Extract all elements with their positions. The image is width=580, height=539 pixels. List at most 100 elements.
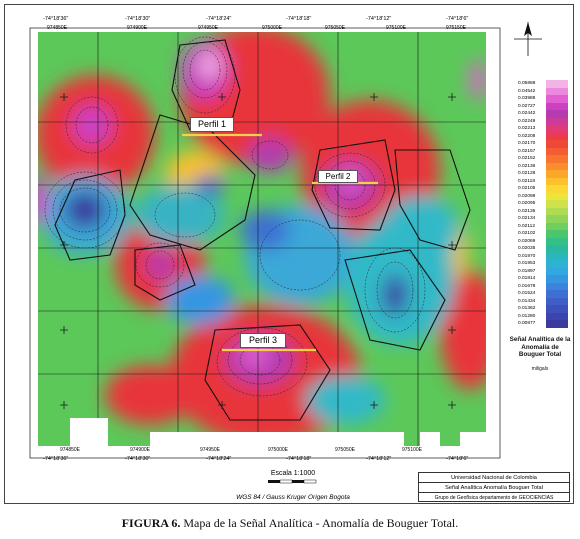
lon-label: -74°18'36" (43, 456, 69, 462)
legend-value: 0.02727 (518, 103, 536, 109)
institution-name: Universidad Nacional de Colombia (419, 473, 569, 483)
scale-label: Escala 1:1000 (270, 470, 316, 477)
map-title: Señal Analítica Anomalía Bouguer Total (419, 483, 569, 493)
easting-label: 974950E (200, 447, 221, 453)
legend-value: 0.01953 (518, 261, 536, 266)
legend-entry: 0.02157 (510, 147, 570, 155)
legend-swatch (546, 282, 568, 290)
legend-value: 0.04542 (518, 88, 536, 94)
anomaly-raster (38, 32, 486, 446)
legend-entry: 0.02249 (510, 117, 570, 125)
title-block: Universidad Nacional de Colombia Señal A… (418, 472, 570, 502)
legend-value: 0.02095 (518, 201, 536, 206)
legend-unit: miligals (531, 366, 549, 372)
legend-entry: 0.02102 (510, 230, 570, 238)
legend-value: 0.02134 (518, 216, 536, 221)
legend-swatch (546, 192, 568, 200)
legend-swatch (546, 312, 568, 320)
legend-swatch (546, 177, 568, 185)
legend-entry: 0.02135 (510, 207, 570, 215)
legend-swatch (546, 140, 568, 148)
scale-bar (268, 479, 317, 484)
legend-swatch (546, 305, 568, 313)
legend-swatch (546, 290, 568, 298)
legend-swatch (546, 117, 568, 125)
top-easting-labels: 974850E 974900E 974950E 975000E 975050E … (0, 25, 580, 35)
legend-value: 0.02213 (518, 126, 536, 131)
legend-swatch (546, 320, 568, 328)
legend-value: 0.01814 (518, 276, 536, 281)
legend-swatch (546, 162, 568, 170)
legend-swatch (546, 222, 568, 230)
lon-label: -74°18'12" (366, 16, 392, 22)
legend-entry: 0.02208 (510, 132, 570, 140)
caption-label: FIGURA 6. (121, 516, 181, 530)
legend-swatch (546, 185, 568, 193)
legend-value: 0.01362 (518, 306, 536, 311)
legend-value: 0.02157 (518, 148, 536, 154)
legend-swatch (546, 200, 568, 208)
legend-swatch (546, 245, 568, 253)
easting-label: 975000E (268, 447, 289, 453)
legend-entry: 0.01814 (510, 275, 570, 283)
legend-value: 0.01970 (518, 253, 536, 259)
legend-swatch (546, 237, 568, 245)
easting-label: 975100E (386, 25, 407, 31)
legend-entry: 0.02118 (510, 177, 570, 185)
legend-swatch (546, 215, 568, 223)
easting-label: 974850E (60, 447, 81, 453)
legend-value: 0.02249 (518, 118, 536, 124)
legend-entry: 0.01434 (510, 297, 570, 305)
legend-value: 0.02118 (518, 178, 535, 184)
legend-entry: 0.05888 (510, 80, 570, 88)
lon-label: -74°18'6" (446, 456, 469, 462)
legend-entry: 0.02442 (510, 110, 570, 118)
bottom-easting-labels: 974850E 974900E 974950E 975000E 975050E … (0, 447, 580, 457)
legend-value: 0.03988 (518, 96, 536, 101)
grid-crosses (60, 93, 456, 409)
legend-swatch (546, 275, 568, 283)
easting-label: 975100E (402, 447, 423, 453)
legend-value: 0.01280 (518, 313, 536, 319)
legend-swatch (546, 87, 568, 95)
legend-swatch (546, 155, 568, 163)
legend-swatch (546, 80, 568, 88)
legend-entry: 0.01280 (510, 312, 570, 320)
legend-entry: 0.01953 (510, 260, 570, 268)
easting-label: 975050E (325, 25, 346, 31)
legend-swatch (546, 252, 568, 260)
legend-entry: 0.01678 (510, 282, 570, 290)
legend-value: 0.02098 (518, 193, 536, 199)
legend-value: 0.02102 (518, 231, 536, 236)
legend-entry: 0.02152 (510, 155, 570, 163)
north-arrow-icon (514, 22, 542, 56)
legend-value: 0.01524 (518, 291, 536, 296)
legend-entry: 0.02098 (510, 192, 570, 200)
legend-entry: 0.01362 (510, 305, 570, 313)
easting-label: 974900E (127, 25, 148, 31)
legend-entry: 0.02136 (510, 162, 570, 170)
bottom-longitude-labels: -74°18'36" -74°18'30" -74°18'24" -74°18'… (0, 456, 580, 466)
legend-entry: 0.02095 (510, 200, 570, 208)
legend-value: 0.05888 (518, 81, 536, 86)
legend-entry: 0.01524 (510, 290, 570, 298)
lon-label: -74°18'24" (206, 456, 232, 462)
easting-label: 975150E (446, 25, 467, 31)
legend-swatch (546, 260, 568, 268)
legend-value: 0.02152 (518, 156, 536, 161)
lon-label: -74°18'30" (125, 456, 151, 462)
lon-label: -74°18'36" (43, 16, 69, 22)
legend-swatch (546, 207, 568, 215)
legend-value: 0.02208 (518, 133, 536, 139)
profile-1-label: Perfil 1 (190, 117, 234, 132)
easting-label: 974900E (130, 447, 151, 453)
legend-entry: 0.02727 (510, 102, 570, 110)
lon-label: -74°18'30" (125, 16, 151, 22)
profile-2-label: Perfil 2 (318, 170, 358, 183)
lon-label: -74°18'18" (286, 16, 312, 22)
legend-value: 0.02136 (518, 163, 536, 169)
lon-label: -74°18'12" (366, 456, 392, 462)
legend-value: 0.02135 (518, 208, 536, 214)
legend-value: 0.01678 (518, 283, 536, 289)
outline-polygons (54, 39, 471, 421)
